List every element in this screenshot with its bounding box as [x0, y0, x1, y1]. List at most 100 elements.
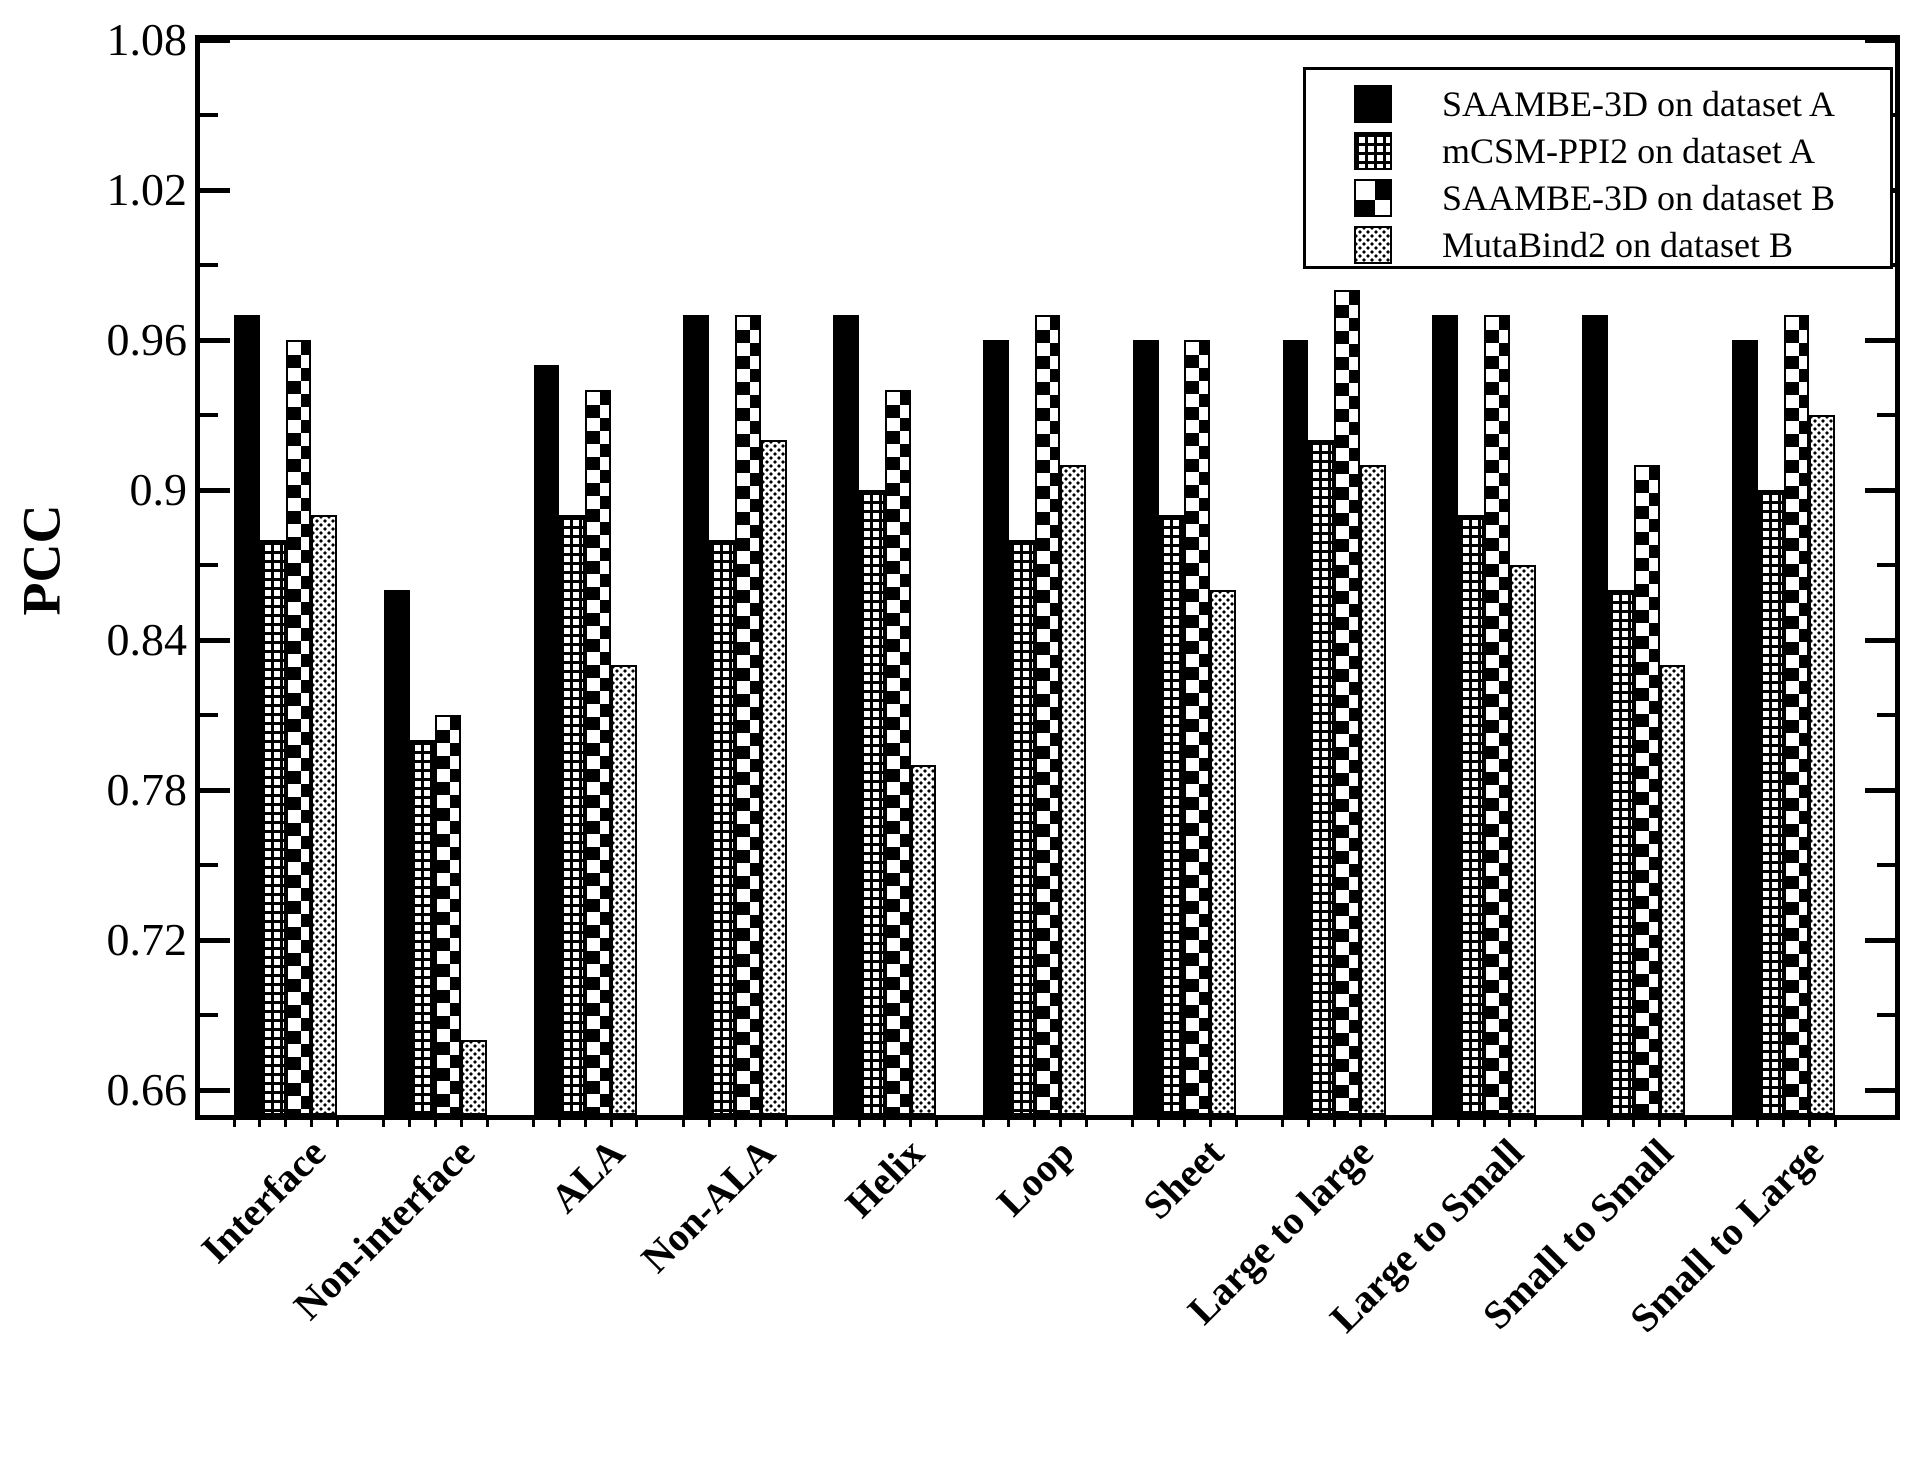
bar-dots — [461, 1040, 487, 1115]
y-major-tick-left — [200, 487, 230, 493]
x-tick — [1157, 1115, 1161, 1127]
legend-swatch-grid-icon — [1354, 131, 1392, 170]
y-tick-label: 0.9 — [129, 464, 188, 515]
bar-grid — [1608, 590, 1634, 1115]
bar-checker — [285, 340, 312, 1115]
x-tick — [232, 1115, 236, 1127]
x-tick — [433, 1115, 437, 1127]
y-major-tick-right — [1865, 337, 1895, 343]
bar-solid — [983, 340, 1009, 1115]
x-tick — [1208, 1115, 1212, 1127]
bar-checker — [1633, 465, 1660, 1115]
x-tick — [934, 1115, 938, 1127]
y-major-tick-left — [200, 637, 230, 643]
bar-grid — [259, 540, 286, 1115]
y-minor-tick-left — [200, 413, 218, 417]
x-category-label: Interface — [191, 1129, 334, 1272]
bar-solid — [683, 315, 710, 1115]
legend-label: SAAMBE-3D on dataset A — [1442, 83, 1835, 124]
bar-checker — [1184, 340, 1211, 1115]
y-tick-label: 1.02 — [106, 164, 188, 215]
x-tick — [831, 1115, 835, 1127]
bar-checker — [884, 390, 911, 1115]
x-category-label: ALA — [541, 1129, 634, 1222]
y-minor-tick-left — [200, 863, 218, 867]
bar-solid — [833, 315, 859, 1115]
bar-grid — [1458, 515, 1484, 1115]
y-major-tick-right — [1865, 1087, 1895, 1093]
bar-dots — [1360, 465, 1386, 1115]
x-tick — [785, 1115, 789, 1127]
bar-grid — [1008, 540, 1035, 1115]
x-tick — [1281, 1115, 1285, 1127]
bar-grid — [1308, 440, 1335, 1115]
x-tick — [1782, 1115, 1786, 1127]
y-tick-label: 0.96 — [106, 314, 188, 365]
x-tick — [583, 1115, 587, 1127]
x-tick — [1683, 1115, 1687, 1127]
y-major-tick-left — [200, 37, 230, 43]
y-tick-label: 0.84 — [106, 614, 188, 665]
y-major-tick-left — [200, 787, 230, 793]
x-tick — [1658, 1115, 1662, 1127]
x-tick — [883, 1115, 887, 1127]
bar-dots — [311, 515, 338, 1115]
legend-swatch-solid-icon — [1354, 84, 1392, 123]
x-category-label: Loop — [987, 1129, 1083, 1225]
x-tick — [335, 1115, 339, 1127]
x-tick — [1430, 1115, 1434, 1127]
bar-grid — [709, 540, 735, 1115]
x-tick — [1358, 1115, 1362, 1127]
bar-grid — [409, 740, 436, 1115]
x-tick — [1534, 1115, 1538, 1127]
bar-dots — [611, 665, 637, 1115]
bar-dots — [1659, 665, 1686, 1115]
x-tick — [635, 1115, 639, 1127]
x-tick — [1332, 1115, 1336, 1127]
y-axis-title-text: PCC — [11, 504, 72, 616]
bar-solid — [1432, 315, 1459, 1115]
x-tick — [532, 1115, 536, 1127]
x-tick — [284, 1115, 288, 1127]
legend-item: SAAMBE-3D on dataset A — [1354, 80, 1890, 127]
x-tick — [759, 1115, 763, 1127]
y-minor-tick-left — [200, 563, 218, 567]
bar-dots — [1509, 565, 1536, 1115]
x-tick — [707, 1115, 711, 1127]
x-tick — [1058, 1115, 1062, 1127]
x-tick — [1580, 1115, 1584, 1127]
legend: SAAMBE-3D on dataset A mCSM-PPI2 on datas… — [1303, 67, 1893, 269]
x-tick — [1508, 1115, 1512, 1127]
x-tick — [1833, 1115, 1837, 1127]
bar-dots — [1060, 465, 1087, 1115]
y-minor-tick-right — [1877, 413, 1895, 417]
x-tick — [1807, 1115, 1811, 1127]
bar-checker — [435, 715, 462, 1115]
legend-swatch-dots-icon — [1354, 225, 1392, 264]
y-minor-tick-right — [1877, 563, 1895, 567]
x-tick — [681, 1115, 685, 1127]
bar-solid — [1282, 340, 1309, 1115]
y-tick-label: 0.72 — [106, 914, 188, 965]
x-category-label: Helix — [836, 1129, 933, 1227]
y-major-tick-left — [200, 937, 230, 943]
x-tick — [1131, 1115, 1135, 1127]
y-tick-label: 0.66 — [106, 1064, 188, 1115]
bar-dots — [1809, 415, 1836, 1115]
x-tick — [1306, 1115, 1310, 1127]
bar-checker — [735, 315, 761, 1115]
y-minor-tick-left — [200, 113, 218, 117]
y-axis-title: PCC — [6, 430, 76, 690]
legend-item: MutaBind2 on dataset B — [1354, 221, 1890, 268]
x-tick — [309, 1115, 313, 1127]
bar-solid — [234, 315, 260, 1115]
x-tick — [1234, 1115, 1238, 1127]
bar-grid — [1158, 515, 1185, 1115]
x-tick — [557, 1115, 561, 1127]
x-tick — [258, 1115, 262, 1127]
bar-dots — [760, 440, 787, 1115]
y-major-tick-right — [1865, 937, 1895, 943]
y-major-tick-left — [200, 187, 230, 193]
y-minor-tick-left — [200, 713, 218, 717]
